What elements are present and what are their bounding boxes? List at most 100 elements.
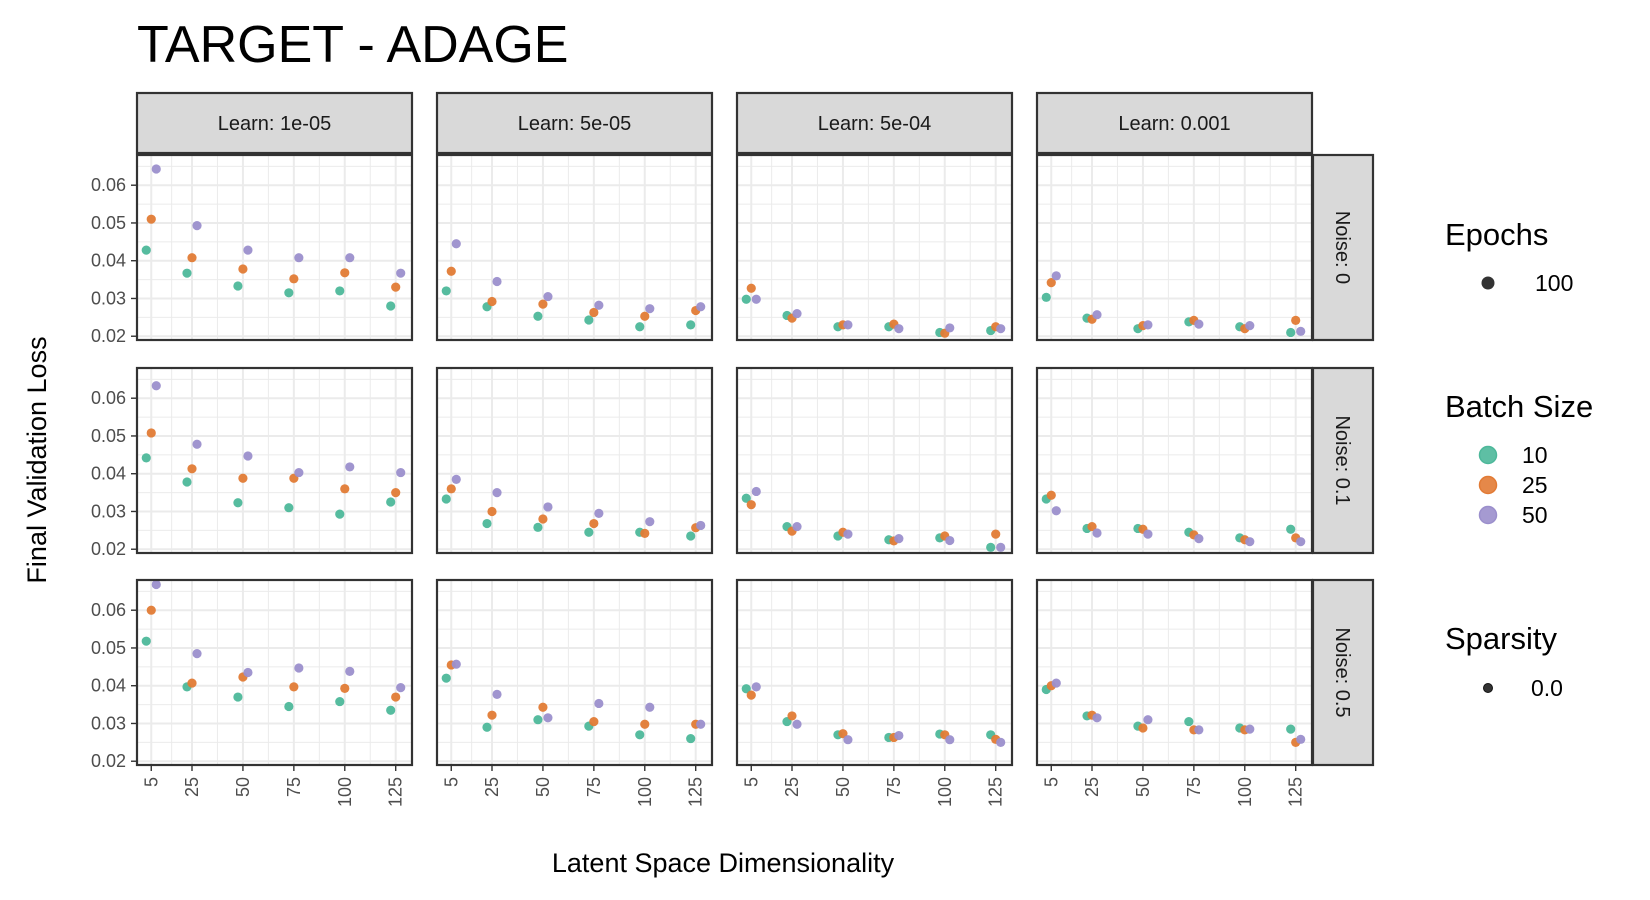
- y-tick-label: 0.03: [91, 501, 126, 521]
- data-point-batch-10: [482, 518, 492, 529]
- data-point-batch-25: [1046, 490, 1056, 500]
- x-tick-label: 25: [782, 777, 802, 797]
- data-point-batch-10: [386, 301, 396, 311]
- data-point-batch-25: [991, 529, 1001, 539]
- data-point-batch-25: [589, 307, 599, 318]
- panel-border: [435, 366, 714, 555]
- data-point-batch-50: [492, 689, 502, 699]
- data-point-batch-10: [441, 673, 451, 683]
- y-tick-label: 0.05: [91, 638, 126, 658]
- data-point-batch-25: [446, 484, 456, 494]
- panel-background: [1037, 580, 1312, 765]
- x-axis-title: Latent Space Dimensionality: [552, 848, 895, 878]
- data-point-batch-50: [1296, 326, 1306, 336]
- data-point-batch-50: [243, 667, 253, 678]
- y-tick-label: 0.04: [91, 676, 126, 696]
- legend-sparsity-label: 0.0: [1531, 675, 1563, 701]
- data-point-batch-50: [451, 474, 461, 484]
- data-point-batch-50: [345, 666, 355, 676]
- data-point-batch-50: [945, 735, 955, 745]
- data-point-batch-50: [345, 253, 355, 263]
- data-point-batch-25: [787, 711, 797, 721]
- x-tick-label: 50: [233, 777, 253, 797]
- facet-column-strip: [435, 91, 714, 155]
- data-point-batch-50: [751, 486, 761, 497]
- y-axis-title: Final Validation Loss: [22, 336, 52, 583]
- data-point-batch-25: [640, 528, 650, 538]
- facet-column-strip: [135, 91, 414, 155]
- data-point-batch-50: [492, 276, 502, 287]
- facet-row-strip: [1311, 366, 1375, 555]
- x-tick-label: 5: [741, 777, 761, 787]
- x-tick-label: 75: [584, 777, 604, 797]
- legend-epochs-label: 100: [1535, 270, 1573, 296]
- data-point-batch-50: [451, 659, 461, 669]
- data-point-batch-25: [146, 428, 156, 438]
- data-point-batch-25: [340, 484, 350, 494]
- chart-title: TARGET - ADAGE: [137, 16, 569, 74]
- panel-border: [135, 578, 414, 767]
- x-tick-label: 125: [686, 777, 706, 807]
- data-point-batch-50: [945, 535, 955, 546]
- x-tick-label: 100: [1235, 777, 1255, 807]
- data-point-batch-50: [492, 487, 502, 498]
- data-point-batch-50: [543, 291, 553, 302]
- data-point-batch-10: [482, 722, 492, 732]
- y-tick-label: 0.02: [91, 326, 126, 346]
- data-point-batch-50: [645, 304, 655, 314]
- panel-background: [737, 155, 1012, 340]
- x-tick-label: 25: [482, 777, 502, 797]
- data-point-batch-25: [289, 682, 299, 692]
- data-point-batch-25: [391, 487, 401, 498]
- data-point-batch-50: [1296, 734, 1306, 744]
- data-point-batch-25: [1138, 723, 1148, 733]
- panel-background: [137, 368, 412, 553]
- data-point-batch-10: [441, 494, 451, 504]
- data-point-batch-10: [584, 315, 594, 325]
- data-point-batch-25: [838, 729, 848, 739]
- facet-row-strip: [1311, 153, 1375, 342]
- data-point-batch-10: [686, 320, 696, 330]
- panel-border: [135, 366, 414, 555]
- x-tick-label: 25: [182, 777, 202, 797]
- data-point-batch-10: [741, 684, 751, 694]
- data-point-batch-25: [640, 719, 650, 729]
- x-tick-label: 100: [335, 777, 355, 807]
- y-tick-label: 0.02: [91, 539, 126, 559]
- data-point-batch-10: [141, 453, 151, 463]
- data-point-batch-50: [696, 302, 706, 312]
- data-point-batch-10: [1286, 524, 1296, 534]
- data-point-batch-10: [335, 696, 345, 707]
- data-point-batch-10: [986, 542, 996, 552]
- data-point-batch-50: [594, 508, 604, 518]
- x-tick-label: 125: [986, 777, 1006, 807]
- facet-row-strip: [1311, 578, 1375, 767]
- x-tick-label: 100: [935, 777, 955, 807]
- data-point-batch-50: [894, 730, 904, 741]
- x-tick-label: 50: [833, 777, 853, 797]
- data-point-batch-50: [894, 534, 904, 544]
- panel-background: [1037, 155, 1312, 340]
- data-point-batch-10: [533, 311, 543, 321]
- data-point-batch-50: [1092, 713, 1102, 723]
- data-point-batch-10: [1286, 724, 1296, 734]
- data-point-batch-50: [1143, 715, 1153, 725]
- data-point-batch-25: [746, 500, 756, 510]
- data-point-batch-10: [182, 268, 192, 278]
- panel-background: [437, 368, 712, 553]
- data-point-batch-25: [340, 268, 350, 278]
- data-point-batch-25: [1087, 521, 1097, 532]
- data-point-batch-50: [1194, 319, 1204, 329]
- data-point-batch-10: [635, 322, 645, 332]
- panel-border: [435, 578, 714, 767]
- facet-column-strip: [1035, 91, 1314, 155]
- panel-border: [735, 366, 1014, 555]
- data-point-batch-50: [751, 682, 761, 692]
- data-point-batch-10: [141, 245, 151, 255]
- legend-epochs-key: [1481, 276, 1495, 290]
- data-point-batch-10: [1041, 292, 1051, 302]
- data-point-batch-50: [396, 467, 406, 478]
- data-point-batch-10: [182, 477, 192, 487]
- data-point-batch-50: [696, 520, 706, 531]
